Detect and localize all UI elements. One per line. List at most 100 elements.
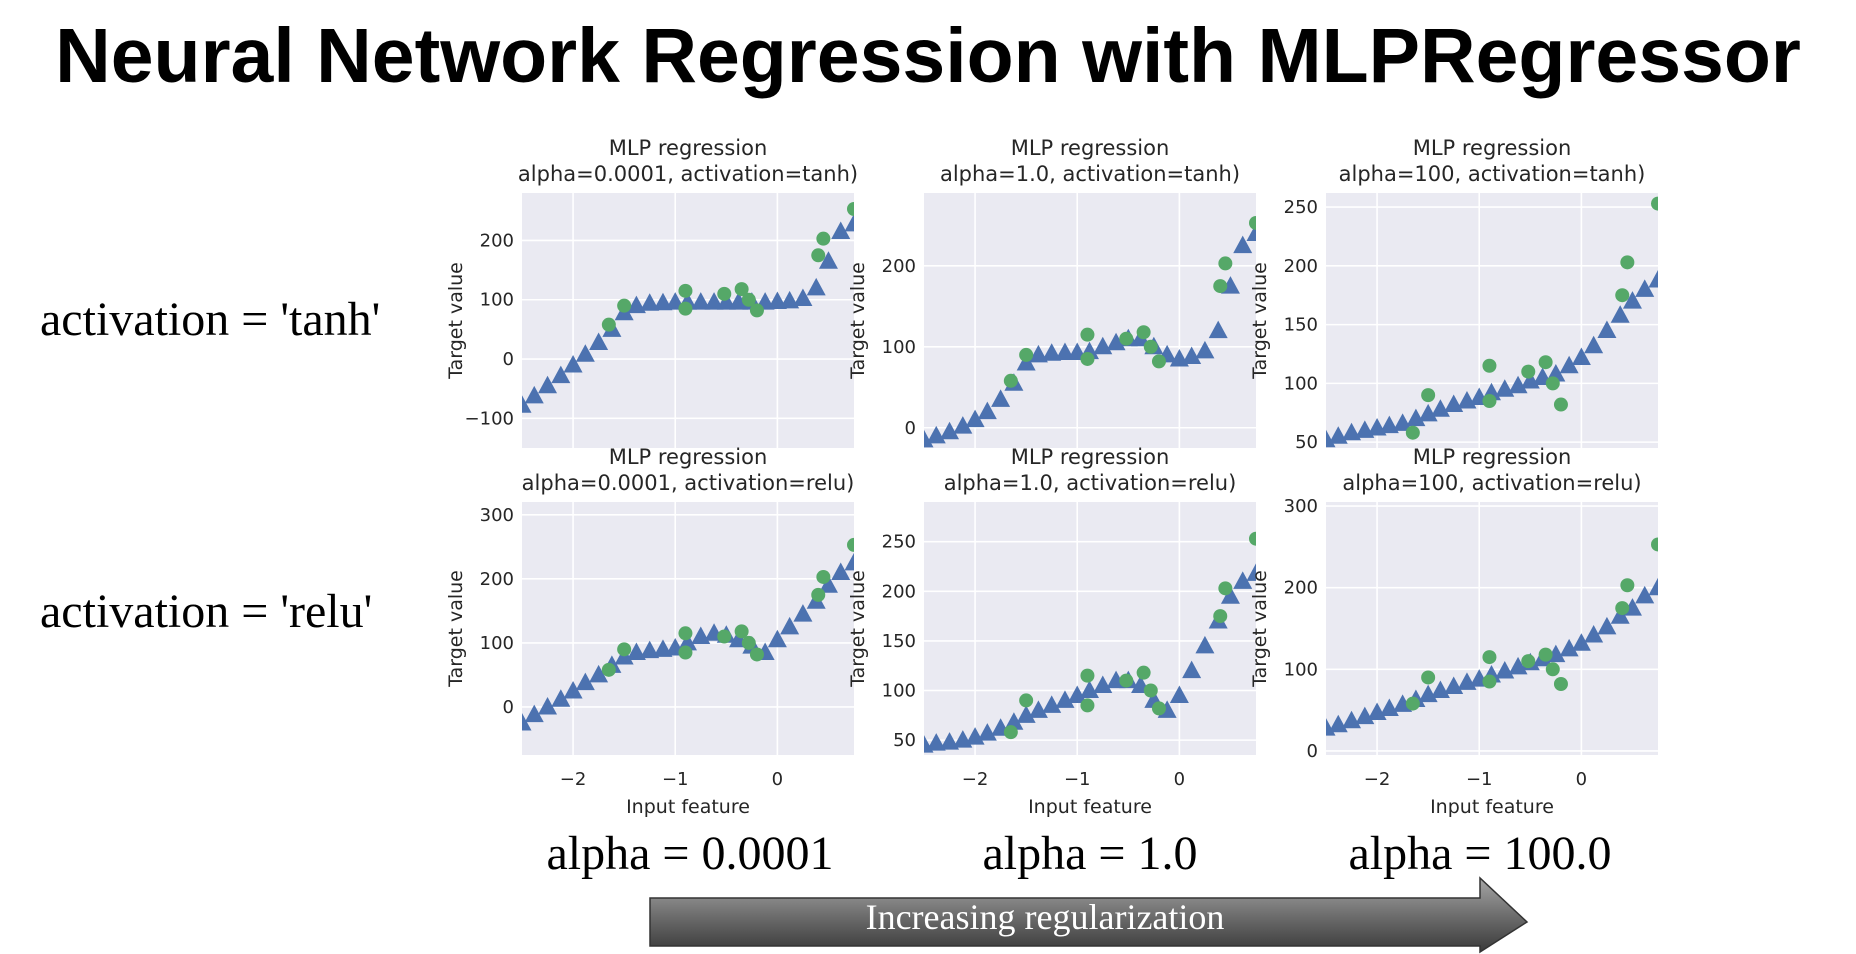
prediction-triangle xyxy=(1393,413,1413,431)
data-point xyxy=(678,626,693,641)
data-point xyxy=(1136,325,1151,340)
prediction-triangle xyxy=(691,292,711,310)
x-tick-label: −1 xyxy=(662,769,689,790)
data-point xyxy=(741,292,756,307)
data-point xyxy=(1405,696,1420,711)
y-axis-label: Target value xyxy=(445,570,467,688)
prediction-triangle xyxy=(1182,660,1202,679)
y-tick-label: 300 xyxy=(480,505,514,526)
data-point xyxy=(1143,339,1158,354)
data-point xyxy=(847,537,854,552)
prediction-triangle xyxy=(767,629,787,648)
data-point xyxy=(717,286,732,301)
col-label-alpha-100.0: alpha = 100.0 xyxy=(1348,827,1612,880)
data-point xyxy=(1421,388,1436,403)
prediction-triangle xyxy=(991,389,1011,407)
y-tick-label: 200 xyxy=(882,256,916,277)
data-point xyxy=(1143,683,1158,698)
prediction-triangle xyxy=(1246,563,1256,581)
y-tick-label: 200 xyxy=(1284,256,1318,277)
prediction-triangle xyxy=(1648,269,1658,288)
prediction-triangle xyxy=(653,292,673,311)
prediction-triangle xyxy=(563,680,583,699)
prediction-triangle xyxy=(1648,577,1658,596)
row-label-relu: activation = 'relu' xyxy=(40,585,373,638)
prediction-triangle xyxy=(1208,320,1228,339)
prediction-triangle xyxy=(640,293,660,311)
panel-title-line1: MLP regression xyxy=(609,136,768,160)
prediction-triangle xyxy=(1571,633,1591,651)
y-tick-label: 0 xyxy=(1307,741,1318,762)
prediction-triangle xyxy=(563,354,583,373)
x-axis-label: Input feature xyxy=(1028,796,1152,818)
data-point xyxy=(717,629,732,644)
data-point xyxy=(1003,373,1018,388)
prediction-triangle xyxy=(953,416,973,434)
data-point xyxy=(1119,331,1134,346)
prediction-triangle xyxy=(793,604,813,622)
data-point xyxy=(678,645,693,660)
prediction-triangle xyxy=(1067,685,1087,703)
y-tick-label: 100 xyxy=(480,290,514,311)
prediction-triangle xyxy=(1418,403,1438,422)
prediction-triangle xyxy=(1622,291,1642,309)
prediction-triangle xyxy=(1559,355,1579,374)
y-tick-label: 300 xyxy=(1284,496,1318,517)
prediction-triangle xyxy=(538,696,558,715)
panel-title-line2: alpha=0.0001, activation=tanh) xyxy=(518,162,858,186)
x-tick-label: 0 xyxy=(772,769,783,790)
panel-title-line1: MLP regression xyxy=(609,445,768,469)
prediction-triangle xyxy=(1042,343,1062,361)
x-tick-label: −2 xyxy=(1364,769,1391,790)
data-point xyxy=(1019,347,1034,362)
data-point xyxy=(1218,581,1233,596)
data-point xyxy=(1218,256,1233,271)
data-point xyxy=(1482,358,1497,373)
prediction-triangle xyxy=(704,292,724,310)
data-point xyxy=(1249,215,1256,230)
data-point xyxy=(1405,425,1420,440)
data-point xyxy=(816,231,831,246)
prediction-triangle xyxy=(626,295,646,314)
prediction-triangle xyxy=(1093,675,1113,694)
data-point xyxy=(1482,650,1497,665)
data-marks xyxy=(1326,196,1658,448)
data-point xyxy=(1003,725,1018,740)
y-tick-label: 200 xyxy=(480,569,514,590)
prediction-triangle xyxy=(1430,399,1450,417)
data-point xyxy=(1482,674,1497,689)
prediction-triangle xyxy=(1584,625,1604,643)
x-tick-label: −1 xyxy=(1466,769,1493,790)
data-point xyxy=(601,662,616,677)
prediction-triangle xyxy=(1055,690,1075,708)
data-point xyxy=(1213,279,1228,294)
prediction-triangle xyxy=(940,421,960,440)
prediction-triangle xyxy=(1004,712,1024,730)
data-point xyxy=(1421,670,1436,685)
y-tick-label: −100 xyxy=(465,408,514,429)
data-point xyxy=(1080,327,1095,342)
y-tick-label: 200 xyxy=(882,581,916,602)
prediction-triangle xyxy=(818,251,838,269)
y-tick-label: 50 xyxy=(1295,432,1318,453)
prediction-triangle xyxy=(1042,695,1062,713)
data-point xyxy=(749,647,764,662)
prediction-triangle xyxy=(1342,422,1362,441)
prediction-triangle xyxy=(1559,638,1579,657)
y-tick-label: 250 xyxy=(1284,197,1318,218)
data-point xyxy=(1080,668,1095,683)
y-tick-label: 150 xyxy=(1284,315,1318,336)
prediction-triangle xyxy=(940,732,960,750)
panel-title-line2: alpha=1.0, activation=relu) xyxy=(944,471,1237,495)
prediction-triangle xyxy=(806,277,826,296)
prediction-triangle xyxy=(965,409,985,428)
prediction-triangle xyxy=(575,344,595,362)
data-marks xyxy=(522,202,854,413)
prediction-triangle xyxy=(626,642,646,661)
data-point xyxy=(601,317,616,332)
